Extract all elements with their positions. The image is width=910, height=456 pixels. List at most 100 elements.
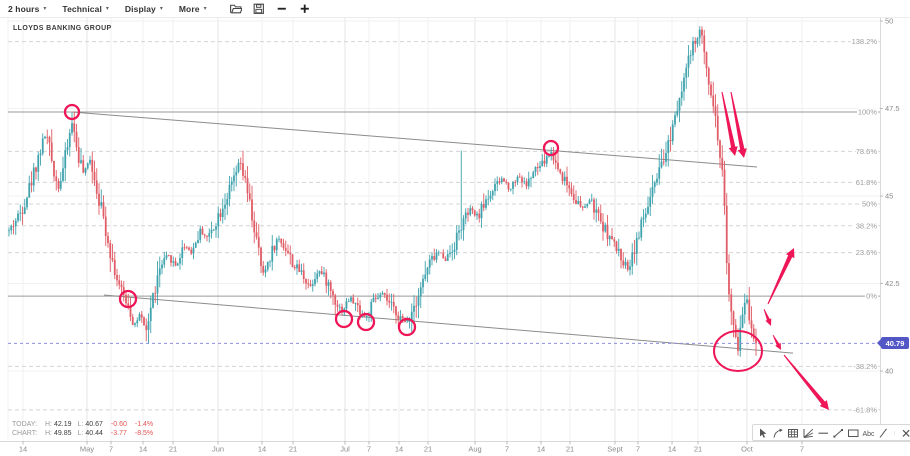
toolbar-menus: 2 hours ▾ Technical ▾ Display ▾ More ▾ xyxy=(8,4,223,14)
menu-label: 2 hours xyxy=(8,3,40,14)
svg-text:21: 21 xyxy=(566,445,574,454)
pointer-icon xyxy=(760,428,767,438)
annotation-arrow[interactable] xyxy=(783,354,829,410)
toolbar-icon-buttons xyxy=(229,2,312,16)
tool-rectangle-button[interactable] xyxy=(847,427,859,439)
touch-circle[interactable] xyxy=(356,312,376,332)
svg-text:Jun: Jun xyxy=(212,445,224,454)
menu-2-hours[interactable]: 2 hours ▾ xyxy=(8,4,46,14)
open-folder-button[interactable] xyxy=(229,2,243,16)
svg-text:40: 40 xyxy=(885,367,893,376)
zoom-in-button[interactable] xyxy=(298,2,312,16)
svg-text:Abc: Abc xyxy=(863,431,875,438)
svg-text:21: 21 xyxy=(169,445,177,454)
tool-pointer-button[interactable] xyxy=(757,427,769,439)
candlesticks xyxy=(8,26,757,357)
menu-label: More xyxy=(178,3,200,14)
upper-trendline[interactable] xyxy=(71,111,758,168)
fan-lines-icon xyxy=(803,428,814,438)
tool-fan-lines-button[interactable] xyxy=(802,427,814,439)
touch-circle[interactable] xyxy=(63,103,81,121)
annotation-arrow[interactable] xyxy=(730,91,747,158)
svg-text:Aug: Aug xyxy=(468,445,481,454)
svg-text:-38.2%: -38.2% xyxy=(853,362,877,371)
svg-text:50: 50 xyxy=(885,17,893,26)
tool-fib-grid-button[interactable] xyxy=(787,427,799,439)
svg-text:21: 21 xyxy=(694,445,702,454)
trend-line-icon xyxy=(833,428,843,438)
lower-trendline[interactable] xyxy=(103,294,794,354)
touch-circle[interactable] xyxy=(397,317,417,337)
svg-text:138.2%: 138.2% xyxy=(852,37,878,46)
stats-row: TODAY: H: 42.19 L: 40.67 -0.60 -1.4% xyxy=(12,421,154,428)
breakdown-ellipse[interactable] xyxy=(713,330,763,372)
zoom-in-icon xyxy=(300,4,309,13)
save-icon xyxy=(253,3,265,14)
stats-row: CHART: H: 49.85 L: 40.44 -3.77 -8.5% xyxy=(12,430,154,437)
chevron-down-icon: ▾ xyxy=(203,5,207,12)
price-axis-labels: 50 47.5 45 42.5 40 xyxy=(880,17,900,376)
svg-text:7: 7 xyxy=(109,445,113,454)
divider-icon xyxy=(894,430,895,435)
svg-text:Sept: Sept xyxy=(607,445,623,454)
svg-text:May: May xyxy=(80,445,94,454)
chevron-down-icon: ▾ xyxy=(105,5,109,12)
drawn-annotations[interactable] xyxy=(63,91,829,410)
svg-text:21: 21 xyxy=(289,445,297,454)
svg-text:Oct: Oct xyxy=(741,445,754,454)
svg-text:14: 14 xyxy=(395,445,403,454)
annotation-arrow[interactable] xyxy=(721,91,738,156)
annotation-arrow[interactable] xyxy=(767,248,795,305)
axes xyxy=(0,18,910,442)
menu-label: Technical xyxy=(62,3,102,14)
svg-text:14: 14 xyxy=(258,445,266,454)
tool-freehand-line-button[interactable] xyxy=(877,427,889,439)
price-badge: 40.79 xyxy=(877,337,909,349)
svg-text:21: 21 xyxy=(424,445,432,454)
freehand-line-icon xyxy=(879,428,887,438)
svg-text:78.6%: 78.6% xyxy=(856,147,878,156)
tool-curved-arrow-button[interactable] xyxy=(772,427,784,439)
svg-text:14: 14 xyxy=(668,445,676,454)
svg-text:7: 7 xyxy=(367,445,371,454)
tool-text-label-button[interactable]: Abc xyxy=(862,427,875,439)
grid-lines xyxy=(7,18,880,441)
svg-text:0%: 0% xyxy=(866,292,877,301)
horizontal-line-icon xyxy=(818,432,828,434)
chevron-down-icon: ▾ xyxy=(43,5,47,12)
text-label-icon: Abc xyxy=(863,431,875,438)
menu-display[interactable]: Display ▾ xyxy=(125,4,163,14)
curved-arrow-icon xyxy=(773,428,783,438)
menu-label: Display xyxy=(124,3,156,14)
svg-text:47.5: 47.5 xyxy=(885,104,900,113)
annotation-arrow[interactable] xyxy=(763,308,772,326)
delete-icon xyxy=(902,429,910,437)
menu-more[interactable]: More ▾ xyxy=(179,4,207,14)
price-badge-value: 40.79 xyxy=(885,338,905,348)
zoom-out-button[interactable] xyxy=(275,2,289,16)
svg-text:14: 14 xyxy=(19,445,27,454)
tool-trend-line-button[interactable] xyxy=(832,427,844,439)
time-axis-labels[interactable]: 14 May 7 14 21 Jun 14 21 Jul 7 14 21 Aug 7 14 21 Sept 7 14… xyxy=(19,441,804,454)
drawing-toolbar: Abc xyxy=(752,424,910,441)
touch-circle[interactable] xyxy=(334,309,354,329)
save-button[interactable] xyxy=(252,2,266,16)
svg-text:7: 7 xyxy=(505,445,509,454)
menu-technical[interactable]: Technical ▾ xyxy=(62,4,109,14)
svg-text:38.2%: 38.2% xyxy=(856,221,878,230)
svg-text:Jul: Jul xyxy=(340,445,350,454)
tool-delete-button[interactable] xyxy=(900,427,910,439)
svg-text:7: 7 xyxy=(636,445,640,454)
rectangle-icon xyxy=(848,429,859,437)
fibonacci-retracement[interactable] xyxy=(8,41,880,411)
chevron-down-icon: ▾ xyxy=(159,5,163,12)
svg-text:14: 14 xyxy=(139,445,147,454)
touch-circle[interactable] xyxy=(542,139,560,157)
svg-text:61.8%: 61.8% xyxy=(856,178,878,187)
annotation-arrow[interactable] xyxy=(772,334,781,350)
touch-circle[interactable] xyxy=(118,289,138,309)
svg-text:42.5: 42.5 xyxy=(885,279,900,288)
svg-text:100%: 100% xyxy=(858,108,878,117)
tool-horizontal-line-button[interactable] xyxy=(817,427,829,439)
trend-channel[interactable] xyxy=(71,111,794,354)
